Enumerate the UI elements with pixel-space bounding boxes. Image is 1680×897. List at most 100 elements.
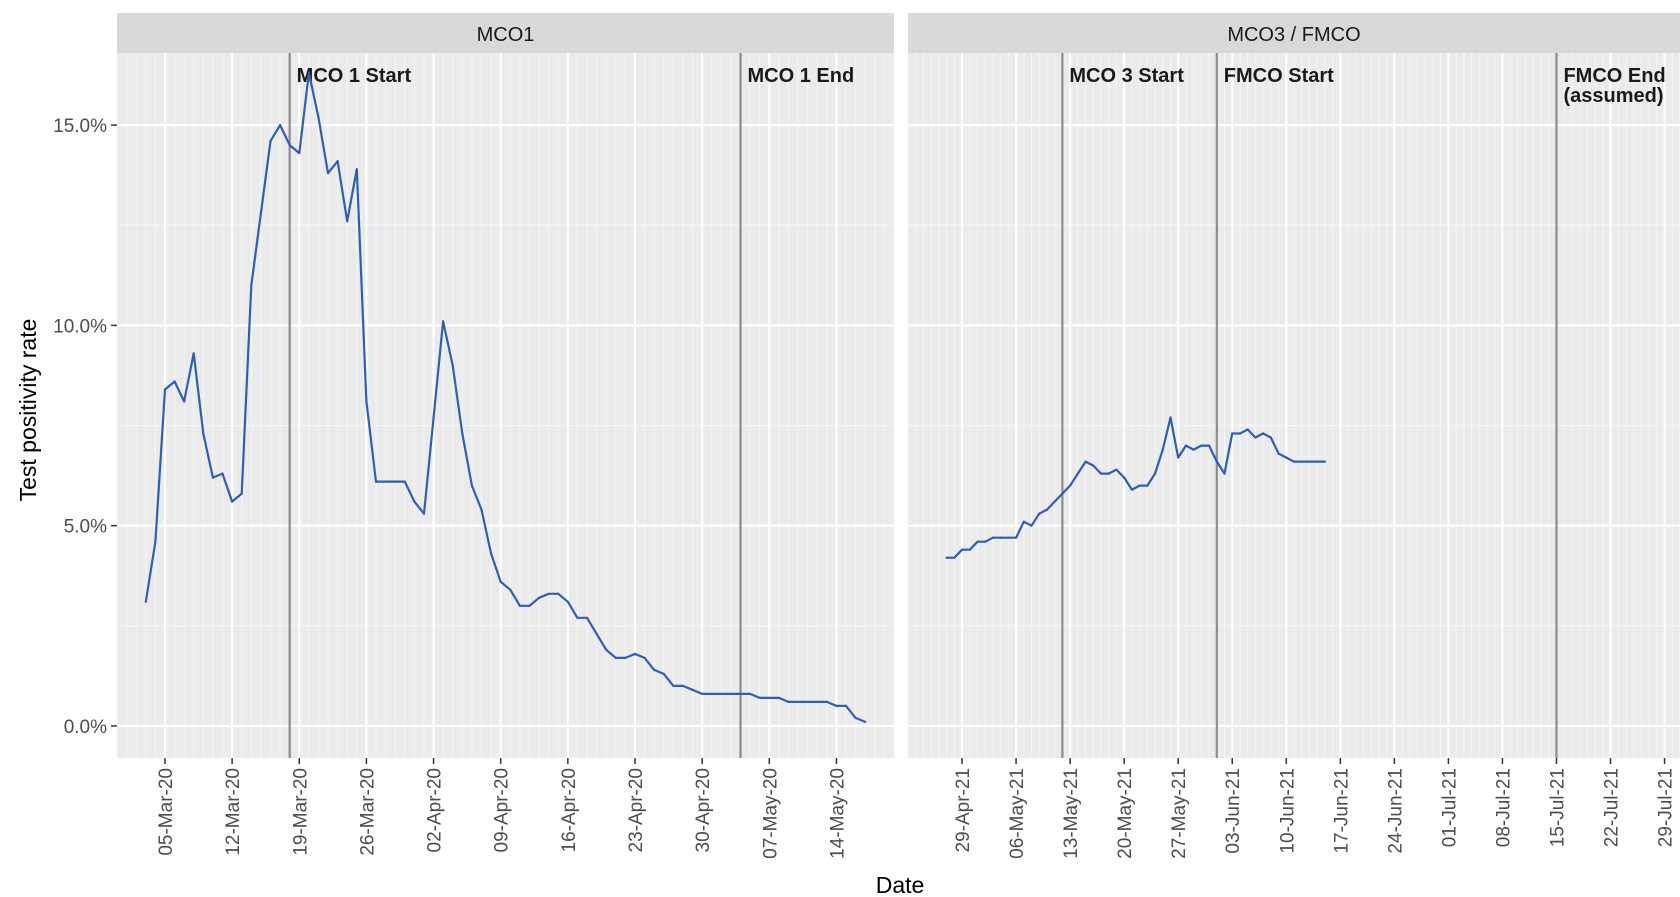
data-point: [1192, 448, 1195, 451]
data-point: [547, 592, 550, 595]
data-point: [758, 696, 761, 700]
x-tick-label: 23-Apr-20: [626, 768, 647, 853]
panel-background: [117, 53, 894, 758]
data-point: [528, 604, 531, 607]
data-point: [672, 684, 675, 688]
data-point: [355, 168, 358, 171]
data-point: [374, 480, 378, 483]
x-tick-label: 24-Jun-21: [1385, 768, 1406, 854]
x-tick-label: 29-Jul-21: [1656, 768, 1677, 847]
data-point: [768, 696, 771, 700]
event-label: MCO 1 Start: [297, 65, 412, 87]
x-tick-label: 16-Apr-20: [559, 768, 580, 853]
data-point: [413, 500, 416, 503]
event-label: FMCO Start: [1224, 65, 1334, 87]
data-point: [173, 380, 176, 383]
x-tick-label: 09-Apr-20: [492, 768, 513, 853]
x-tick-label: 07-May-20: [760, 768, 781, 859]
data-point: [1084, 460, 1087, 463]
data-point: [1292, 460, 1296, 463]
data-point: [825, 700, 829, 704]
data-point: [691, 688, 694, 692]
data-point: [269, 140, 272, 143]
data-point: [202, 432, 205, 435]
data-point: [844, 704, 848, 708]
data-point: [1269, 436, 1272, 439]
data-point: [1038, 512, 1041, 515]
data-point: [1231, 432, 1234, 435]
data-point: [816, 700, 819, 704]
data-point: [1007, 536, 1010, 539]
data-point: [1130, 488, 1133, 491]
x-tick-label: 29-Apr-21: [953, 768, 974, 853]
data-point: [749, 692, 752, 696]
data-point: [633, 652, 637, 656]
x-tick-label: 06-May-21: [1007, 768, 1028, 859]
x-tick-label: 30-Apr-20: [693, 768, 714, 853]
data-point: [1316, 460, 1319, 463]
event-label: FMCO End (assumed): [1563, 65, 1665, 107]
x-tick-label: 15-Jul-21: [1547, 768, 1568, 847]
data-point: [614, 656, 617, 660]
data-point: [1184, 444, 1187, 447]
data-point: [1099, 472, 1103, 475]
data-point: [307, 71, 310, 75]
data-point: [1223, 472, 1226, 475]
x-tick-label: 05-Mar-20: [156, 768, 177, 856]
event-label: MCO 3 Start: [1069, 65, 1184, 87]
y-tick-label: 10.0%: [53, 316, 107, 337]
data-point: [1138, 484, 1141, 487]
x-tick-label: 22-Jul-21: [1602, 768, 1623, 847]
x-tick-label: 10-Jun-21: [1277, 768, 1298, 854]
x-tick-label: 26-Mar-20: [357, 768, 378, 856]
x-tick-label: 01-Jul-21: [1439, 768, 1460, 847]
data-point: [1076, 472, 1079, 475]
data-point: [1123, 476, 1126, 479]
data-point: [945, 556, 948, 559]
data-point: [317, 116, 320, 119]
data-point: [585, 616, 589, 619]
data-point: [250, 284, 253, 287]
data-point: [835, 704, 838, 708]
data-point: [720, 692, 723, 696]
data-point: [710, 692, 713, 696]
data-point: [991, 536, 995, 539]
x-tick-label: 17-Jun-21: [1331, 768, 1352, 854]
y-axis-title: Test positivity rate: [15, 319, 41, 502]
data-point: [1169, 416, 1172, 419]
data-point: [1238, 432, 1242, 435]
data-point: [490, 552, 493, 555]
data-point: [499, 580, 502, 583]
y-tick-label: 0.0%: [64, 717, 107, 738]
data-point: [509, 588, 512, 591]
data-point: [984, 540, 987, 543]
data-point: [960, 548, 964, 551]
data-point: [403, 480, 406, 483]
data-point: [144, 600, 147, 603]
x-axis-title: Date: [876, 872, 925, 897]
facet-panel-1: MCO1 MCO 1 Start MCO 1 End 0.0% 5.0% 10.0% 15.…: [53, 13, 895, 859]
data-point: [806, 700, 809, 704]
data-point: [346, 220, 349, 223]
data-point: [1053, 500, 1056, 503]
data-point: [1177, 456, 1180, 459]
facet-strip: [117, 13, 894, 53]
data-point: [701, 692, 704, 696]
data-point: [1285, 456, 1288, 459]
data-point: [279, 124, 282, 127]
data-point: [1262, 432, 1265, 435]
data-point: [1030, 524, 1033, 527]
data-point: [797, 700, 800, 704]
data-point: [662, 672, 665, 676]
x-tick-label: 13-May-21: [1061, 768, 1082, 859]
data-point: [739, 692, 742, 696]
data-point: [1215, 460, 1218, 463]
data-point: [1061, 492, 1064, 495]
data-point: [336, 160, 339, 163]
data-point: [643, 656, 646, 660]
x-tick-label: 19-Mar-20: [290, 768, 311, 856]
data-point: [681, 684, 685, 688]
data-point: [518, 604, 522, 607]
data-point: [154, 540, 157, 543]
data-point: [1107, 472, 1110, 475]
